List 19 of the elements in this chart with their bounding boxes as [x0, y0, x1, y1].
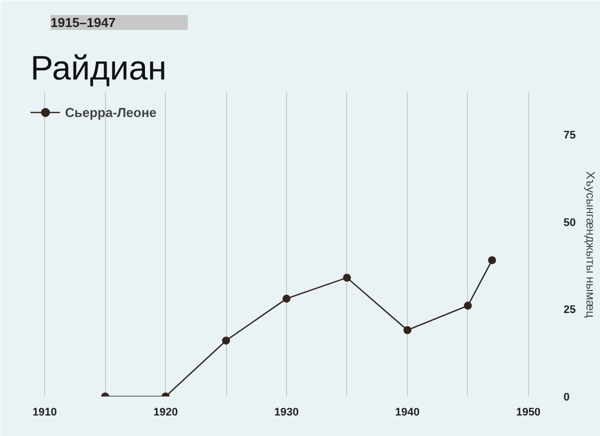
chart-subtitle: 1915–1947: [50, 15, 116, 30]
y-axis-title: Хъусынгæнджыты нымæц: [584, 171, 598, 318]
point: [222, 336, 230, 345]
y-tick-label: 50: [564, 216, 576, 229]
point: [464, 302, 472, 310]
point: [403, 326, 412, 334]
x-tick-label: 1950: [516, 406, 541, 418]
y-tick-label: 0: [564, 392, 570, 404]
chart-title: Райдиан: [30, 50, 166, 88]
x-tick-label: 1940: [395, 406, 420, 418]
legend-label: Сьерра-Леоне: [65, 104, 156, 120]
x-tick-label: 1930: [274, 406, 299, 418]
x-tick-label: 1910: [32, 406, 57, 418]
x-tick-label: 1920: [153, 406, 178, 418]
point: [282, 294, 290, 303]
y-tick-label: 75: [564, 129, 576, 142]
point: [488, 256, 496, 264]
point: [342, 274, 351, 282]
y-tick-label: 25: [564, 304, 576, 316]
